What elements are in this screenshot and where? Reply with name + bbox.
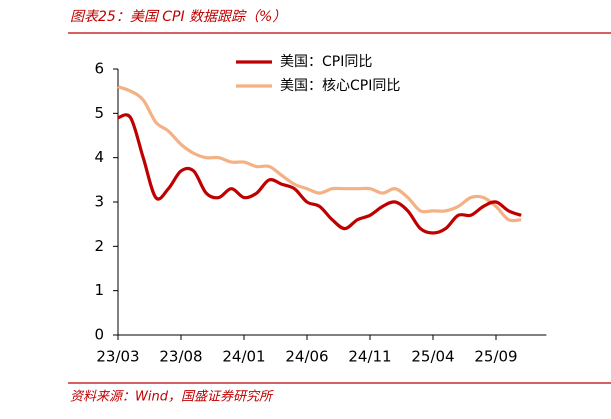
chart-title: 图表25：美国 CPI 数据跟踪（%） [70, 9, 286, 25]
legend-label: 美国：CPI同比 [280, 54, 372, 70]
x-tick-label: 24/06 [285, 348, 328, 366]
y-tick-label: 4 [94, 148, 104, 166]
legend-label: 美国：核心CPI同比 [280, 78, 400, 94]
y-tick-label: 5 [94, 104, 104, 122]
series-line [117, 113, 522, 235]
y-tick-label: 2 [94, 237, 104, 255]
y-tick-label: 0 [94, 326, 104, 344]
x-tick-label: 25/04 [411, 348, 454, 366]
x-tick-label: 23/08 [159, 348, 202, 366]
source: 资料来源：Wind，国盛证券研究所 [70, 389, 274, 405]
x-tick-label: 23/03 [96, 348, 139, 366]
y-tick-label: 3 [94, 193, 104, 211]
x-tick-label: 25/09 [474, 348, 517, 366]
x-tick-label: 24/01 [222, 348, 265, 366]
series-line [117, 85, 522, 223]
y-tick-label: 6 [94, 60, 104, 78]
y-tick-label: 1 [94, 281, 104, 299]
x-tick-label: 24/11 [348, 348, 391, 366]
